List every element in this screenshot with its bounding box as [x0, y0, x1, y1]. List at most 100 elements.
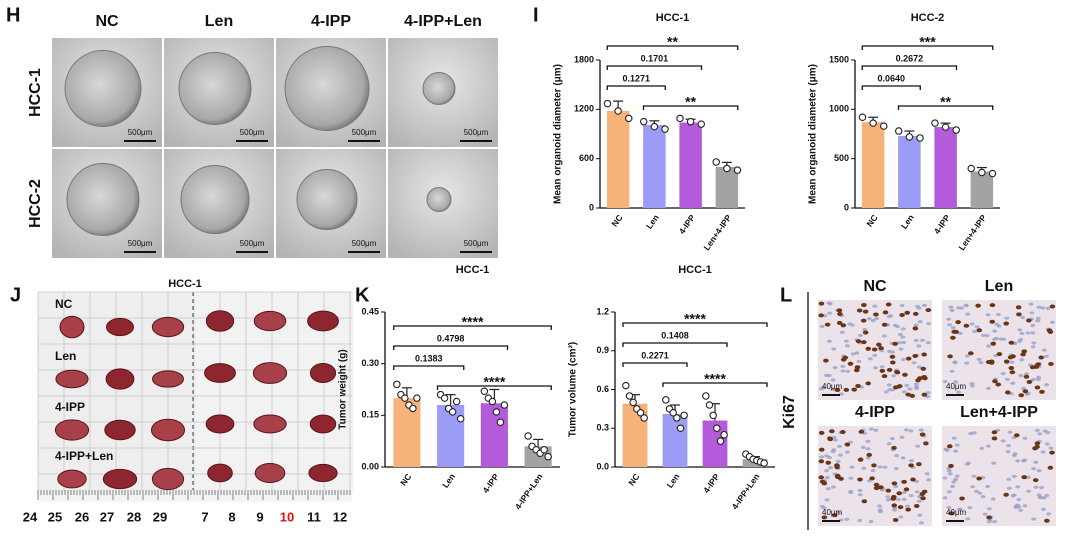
x-tick-label: Len+4-IPP	[701, 212, 733, 252]
organoid	[64, 50, 142, 127]
nucleus	[850, 352, 856, 356]
nucleus	[986, 520, 992, 524]
nucleus	[1035, 319, 1041, 323]
y-tick-label: 600	[579, 153, 594, 163]
nucleus	[836, 444, 842, 448]
scale-label: 500μm	[352, 239, 377, 248]
positive-nucleus	[889, 354, 896, 359]
tumor	[54, 419, 90, 441]
positive-nucleus	[862, 309, 869, 314]
panel-title: HCC-1	[168, 278, 202, 290]
data-point	[452, 397, 461, 406]
positive-nucleus	[951, 329, 957, 334]
nucleus	[926, 322, 932, 326]
nucleus	[1026, 489, 1032, 493]
nucleus	[915, 444, 921, 448]
data-point	[456, 415, 465, 423]
organoid	[422, 72, 456, 105]
panel-letter: I	[533, 4, 539, 26]
tumor	[207, 463, 233, 483]
positive-nucleus	[877, 485, 884, 490]
positive-nucleus	[995, 382, 1001, 387]
positive-nucleus	[857, 477, 863, 482]
data-point	[650, 122, 659, 131]
nucleus	[870, 318, 876, 323]
nucleus	[914, 490, 920, 494]
nucleus	[898, 515, 904, 519]
significance-label: ***	[919, 34, 936, 50]
positive-nucleus	[879, 368, 886, 373]
nucleus	[1015, 459, 1021, 463]
nucleus	[867, 357, 873, 361]
scale-label: 500μm	[240, 128, 265, 137]
nucleus	[986, 344, 992, 348]
positive-nucleus	[909, 393, 916, 398]
significance-label: 0.1701	[641, 53, 669, 63]
positive-nucleus	[823, 358, 829, 363]
nucleus	[844, 344, 850, 348]
chart-title: HCC-1	[656, 12, 690, 24]
chart-title: HCC-1	[456, 264, 490, 276]
nucleus	[873, 428, 879, 432]
nucleus	[916, 344, 922, 348]
significance-bracket	[622, 342, 728, 347]
positive-nucleus	[892, 517, 899, 522]
positive-nucleus	[1021, 475, 1028, 480]
nucleus	[957, 507, 963, 511]
positive-nucleus	[976, 328, 983, 333]
positive-nucleus	[1032, 478, 1039, 483]
data-point	[614, 107, 622, 115]
nucleus	[828, 466, 834, 470]
nucleus	[891, 374, 897, 378]
data-point	[952, 126, 961, 134]
positive-nucleus	[873, 482, 880, 487]
positive-nucleus	[886, 367, 893, 372]
x-tick-label: NC	[864, 213, 879, 229]
data-point	[401, 394, 409, 402]
data-point	[661, 125, 669, 133]
nucleus	[977, 491, 983, 495]
positive-nucleus	[912, 353, 918, 358]
nucleus	[1046, 512, 1052, 516]
nucleus	[1021, 386, 1027, 390]
positive-nucleus	[856, 308, 863, 313]
x-tick-label: Len+4-IPP	[956, 212, 988, 252]
scale-label: 40μm	[822, 508, 843, 517]
data-point	[636, 408, 645, 417]
data-point	[625, 114, 633, 123]
nucleus	[827, 302, 833, 306]
data-point	[705, 401, 714, 409]
nucleus	[873, 366, 879, 370]
data-point	[540, 446, 548, 454]
nucleus	[1025, 331, 1031, 335]
positive-nucleus	[1018, 393, 1025, 398]
nucleus	[954, 474, 960, 478]
panel-letter: H	[6, 4, 20, 26]
nucleus	[870, 468, 876, 473]
data-point	[603, 99, 612, 108]
nucleus	[1031, 467, 1037, 471]
positive-nucleus	[871, 463, 877, 468]
x-tick-label: NC	[609, 213, 624, 229]
bar	[715, 166, 739, 208]
nucleus	[877, 465, 883, 469]
nucleus	[953, 449, 959, 453]
nucleus	[985, 386, 991, 390]
nucleus	[865, 439, 871, 443]
positive-nucleus	[947, 444, 953, 449]
group-label: Len	[985, 278, 1013, 295]
nucleus	[877, 508, 883, 512]
y-tick-label: 0.15	[361, 410, 379, 420]
y-tick-label: 1800	[574, 54, 594, 64]
positive-nucleus	[925, 308, 932, 313]
positive-nucleus	[1047, 329, 1054, 334]
x-tick-label: 4-IPP	[677, 212, 698, 235]
y-axis-label: Tumor weight (g)	[338, 349, 349, 429]
nucleus	[894, 454, 900, 458]
nucleus	[826, 374, 832, 378]
positive-nucleus	[996, 352, 1003, 357]
nucleus	[908, 429, 914, 433]
x-tick-label: 4-IPP	[701, 471, 722, 494]
nucleus	[862, 328, 868, 332]
